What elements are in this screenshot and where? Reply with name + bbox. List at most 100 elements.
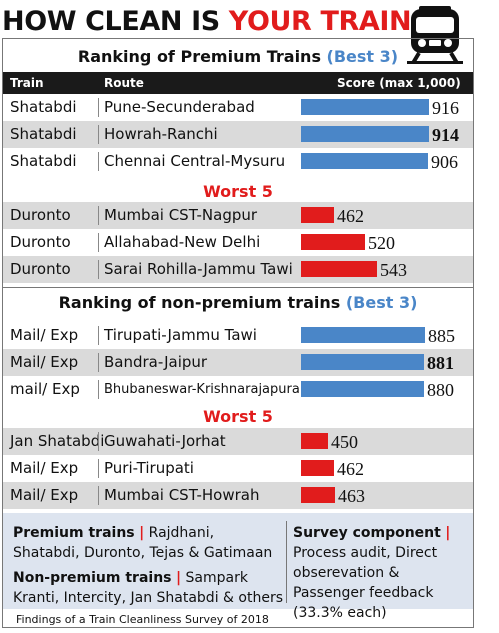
column-divider (98, 486, 99, 505)
premium-section-title: Ranking of Premium Trains (Best 3) (2, 47, 474, 67)
table-row: Duronto Sarai Rohilla-Jammu Tawi 543 (3, 256, 473, 283)
route-name: Sarai Rohilla-Jammu Tawi (104, 260, 293, 278)
table-row: Shatabdi Chennai Central-Mysuru 906 (3, 148, 473, 175)
nonpremium-trains-text: Sampark Kranti, Intercity, Jan Shatabdi … (13, 570, 283, 606)
footer-divider (286, 521, 287, 603)
table-row: Shatabdi Howrah-Ranchi 914 (3, 121, 473, 148)
score-label: 906 (431, 152, 458, 172)
nonpremium-title-text: Ranking of non-premium trains (58, 293, 341, 312)
score-bar (301, 354, 424, 370)
column-divider (98, 260, 99, 279)
route-name: Bandra-Jaipur (104, 353, 208, 371)
train-name: Jan Shatabdi (10, 432, 105, 450)
column-header: Train Route Score (max 1,000) (3, 72, 473, 94)
table-row: Shatabdi Pune-Secunderabad 916 (3, 94, 473, 121)
train-name: Shatabdi (10, 98, 77, 116)
train-name: Shatabdi (10, 152, 77, 170)
score-bar (301, 234, 365, 250)
col-header-route: Route (104, 76, 144, 90)
survey-component-note: Survey component | Process audit, Direct… (293, 523, 469, 623)
route-name: Puri-Tirupati (104, 459, 194, 477)
score-label: 881 (427, 353, 454, 373)
headline-part2: YOUR TRAIN (228, 6, 412, 37)
column-divider (98, 206, 99, 225)
score-bar (301, 99, 429, 115)
train-name: Duronto (10, 206, 71, 224)
score-label: 450 (331, 432, 358, 452)
survey-component-label: Survey component (293, 525, 441, 541)
route-name: Guwahati-Jorhat (104, 432, 226, 450)
col-header-score: Score (max 1,000) (337, 76, 461, 90)
train-name: Shatabdi (10, 125, 77, 143)
score-label: 914 (432, 125, 459, 145)
score-label: 916 (432, 98, 459, 118)
column-divider (98, 353, 99, 372)
train-name: Mail/ Exp (10, 353, 79, 371)
column-divider (98, 233, 99, 252)
route-name: Allahabad-New Delhi (104, 233, 261, 251)
headline-part1: HOW CLEAN IS (2, 6, 229, 37)
premium-title-accent: (Best 3) (326, 47, 399, 66)
premium-title-text: Ranking of Premium Trains (77, 47, 321, 66)
survey-component-text: Process audit, Direct obserevation & Pas… (293, 545, 438, 621)
score-bar (301, 327, 425, 343)
column-divider (98, 380, 99, 399)
table-row: Jan Shatabdi Guwahati-Jorhat 450 (3, 428, 473, 455)
source-note: Findings of a Train Cleanliness Survey o… (16, 613, 269, 626)
column-divider (98, 125, 99, 144)
train-name: mail/ Exp (10, 380, 80, 398)
score-label: 880 (427, 380, 454, 400)
column-divider (98, 152, 99, 171)
route-name: Mumbai CST-Nagpur (104, 206, 258, 224)
train-name: Mail/ Exp (10, 459, 79, 477)
col-header-train: Train (10, 76, 44, 90)
route-name: Pune-Secunderabad (104, 98, 255, 116)
nonpremium-title-accent: (Best 3) (345, 293, 418, 312)
train-name: Duronto (10, 233, 71, 251)
pipe-separator: | (139, 525, 145, 541)
table-row: Mail/ Exp Bandra-Jaipur 881 (3, 349, 473, 376)
score-bar (301, 433, 328, 449)
score-label: 462 (337, 459, 364, 479)
section-divider (3, 287, 473, 288)
score-bar (301, 381, 424, 397)
route-name: Tirupati-Jammu Tawi (104, 326, 257, 344)
premium-trains-label: Premium trains (13, 525, 135, 541)
nonpremium-trains-label: Non-premium trains (13, 570, 172, 586)
score-bar (301, 153, 428, 169)
column-divider (98, 98, 99, 117)
table-row: Duronto Allahabad-New Delhi 520 (3, 229, 473, 256)
headline: HOW CLEAN IS YOUR TRAIN (2, 6, 412, 38)
train-name: Mail/ Exp (10, 326, 79, 344)
column-divider (98, 432, 99, 451)
content-frame (2, 38, 474, 628)
column-divider (98, 459, 99, 478)
train-name: Duronto (10, 260, 71, 278)
nonpremium-trains-note: Non-premium trains | Sampark Kranti, Int… (13, 568, 283, 608)
score-bar (301, 460, 334, 476)
column-divider (98, 326, 99, 345)
train-front-icon (407, 6, 463, 65)
train-name: Mail/ Exp (10, 486, 79, 504)
score-bar (301, 126, 429, 142)
premium-worst-title: Worst 5 (203, 182, 273, 201)
route-name: Bhubaneswar-Krishnarajapuram (104, 382, 313, 397)
score-label: 885 (428, 326, 455, 346)
table-row: mail/ Exp Bhubaneswar-Krishnarajapuram 880 (3, 376, 473, 403)
nonpremium-section-title: Ranking of non-premium trains (Best 3) (2, 293, 474, 313)
score-label: 543 (380, 260, 407, 280)
legend-footer: Premium trains | Rajdhani, Shatabdi, Dur… (3, 513, 473, 621)
table-row: Mail/ Exp Tirupati-Jammu Tawi 885 (3, 322, 473, 349)
score-bar (301, 261, 377, 277)
route-name: Mumbai CST-Howrah (104, 486, 260, 504)
premium-trains-text: Rajdhani, Shatabdi, Duronto, Tejas & Gat… (13, 525, 273, 561)
route-name: Howrah-Ranchi (104, 125, 218, 143)
score-bar (301, 487, 335, 503)
score-label: 520 (368, 233, 395, 253)
table-row: Mail/ Exp Mumbai CST-Howrah 463 (3, 482, 473, 509)
pipe-separator: | (175, 570, 182, 586)
pipe-separator: | (445, 525, 451, 541)
table-row: Mail/ Exp Puri-Tirupati 462 (3, 455, 473, 482)
nonpremium-worst-title: Worst 5 (203, 407, 273, 426)
